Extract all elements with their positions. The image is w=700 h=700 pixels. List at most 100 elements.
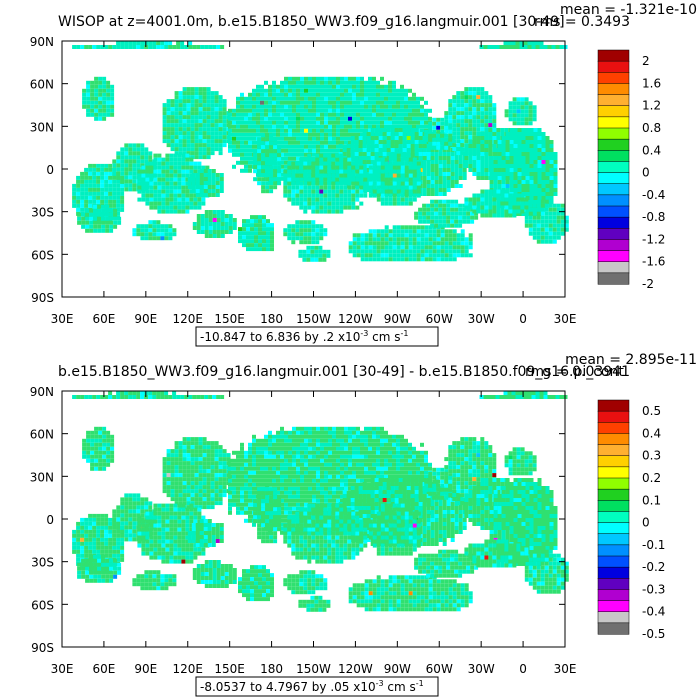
field-cell xyxy=(177,201,182,206)
field-cell xyxy=(220,395,225,399)
field-cell xyxy=(168,45,173,49)
field-cell xyxy=(272,104,276,109)
field-cell xyxy=(157,189,162,194)
field-cell xyxy=(284,80,288,85)
field-cell xyxy=(152,395,157,399)
field-cell xyxy=(525,168,530,172)
field-cell xyxy=(198,123,203,128)
field-cell xyxy=(464,99,469,104)
field-cell xyxy=(117,220,122,225)
field-cell xyxy=(208,222,213,226)
field-cell xyxy=(476,197,481,202)
field-cell xyxy=(358,144,363,148)
field-cell xyxy=(124,159,129,164)
field-cell xyxy=(94,96,99,101)
field-cell xyxy=(335,209,340,214)
field-cell xyxy=(555,395,560,399)
field-cell xyxy=(392,104,396,109)
field-cell xyxy=(466,215,471,220)
field-cell xyxy=(202,155,207,160)
field-cell xyxy=(525,160,530,164)
field-cell xyxy=(428,237,433,242)
field-cell xyxy=(178,123,183,128)
field-cell xyxy=(262,247,266,252)
field-cell xyxy=(96,179,101,184)
field-cell xyxy=(368,100,372,105)
field-cell xyxy=(88,163,93,168)
field-cell xyxy=(162,103,167,108)
field-cell xyxy=(132,159,137,164)
field-cell xyxy=(339,177,344,182)
field-cell xyxy=(250,219,254,224)
field-cell xyxy=(116,211,121,216)
field-cell xyxy=(320,116,324,121)
field-cell xyxy=(320,120,324,125)
field-cell xyxy=(273,185,278,190)
field-cell xyxy=(112,159,117,164)
field-cell xyxy=(344,108,348,113)
field-cell xyxy=(424,245,429,250)
field-cell xyxy=(232,128,236,133)
field-cell xyxy=(280,88,284,93)
field-cell xyxy=(102,92,107,97)
field-cell xyxy=(503,45,508,49)
field-cell xyxy=(276,96,280,101)
field-cell xyxy=(248,108,252,113)
field-cell xyxy=(370,148,375,152)
field-cell xyxy=(448,115,453,120)
field-cell xyxy=(288,88,292,93)
field-cell xyxy=(492,193,497,198)
field-cell xyxy=(240,96,244,101)
field-cell xyxy=(181,189,186,194)
field-cell xyxy=(529,160,534,164)
field-cell xyxy=(162,123,167,128)
field-cell xyxy=(347,193,352,198)
field-cell xyxy=(335,185,340,190)
field-cell xyxy=(300,96,304,101)
field-cell xyxy=(404,177,409,182)
field-cell xyxy=(166,119,171,124)
field-cell xyxy=(295,189,300,194)
field-cell xyxy=(335,173,340,178)
field-cell xyxy=(284,164,288,169)
field-cell xyxy=(356,233,361,238)
field-cell xyxy=(120,155,125,160)
field-cell xyxy=(269,157,274,162)
field-cell xyxy=(515,391,520,395)
field-cell xyxy=(432,137,437,142)
field-cell xyxy=(106,112,111,117)
field-cell xyxy=(257,141,262,146)
field-cell xyxy=(541,152,546,156)
field-cell xyxy=(311,205,316,210)
field-cell xyxy=(101,216,106,221)
field-cell xyxy=(442,184,447,188)
field-cell xyxy=(388,245,393,250)
field-cell xyxy=(422,140,427,144)
field-cell xyxy=(404,161,409,166)
field-cell xyxy=(181,157,186,162)
field-cell xyxy=(189,189,194,194)
field-cell xyxy=(354,140,359,144)
field-cell xyxy=(446,148,451,152)
field-cell xyxy=(276,128,280,133)
field-cell xyxy=(242,235,246,240)
field-cell xyxy=(366,132,371,136)
rms-stat: rms = 0.03941 xyxy=(525,364,630,380)
field-cell xyxy=(444,257,449,262)
field-cell xyxy=(556,215,561,220)
field-cell xyxy=(328,128,332,133)
field-cell xyxy=(244,164,248,169)
field-cell xyxy=(400,197,405,202)
field-cell xyxy=(378,140,383,144)
field-cell xyxy=(244,128,248,133)
field-cell xyxy=(480,115,485,120)
field-cell xyxy=(206,147,211,152)
field-cell xyxy=(116,391,121,395)
field-cell xyxy=(222,127,227,132)
field-cell xyxy=(89,228,94,233)
field-cell xyxy=(448,129,453,134)
field-cell xyxy=(500,209,505,214)
field-cell xyxy=(513,148,518,152)
field-cell xyxy=(312,84,316,89)
field-cell xyxy=(335,161,340,166)
